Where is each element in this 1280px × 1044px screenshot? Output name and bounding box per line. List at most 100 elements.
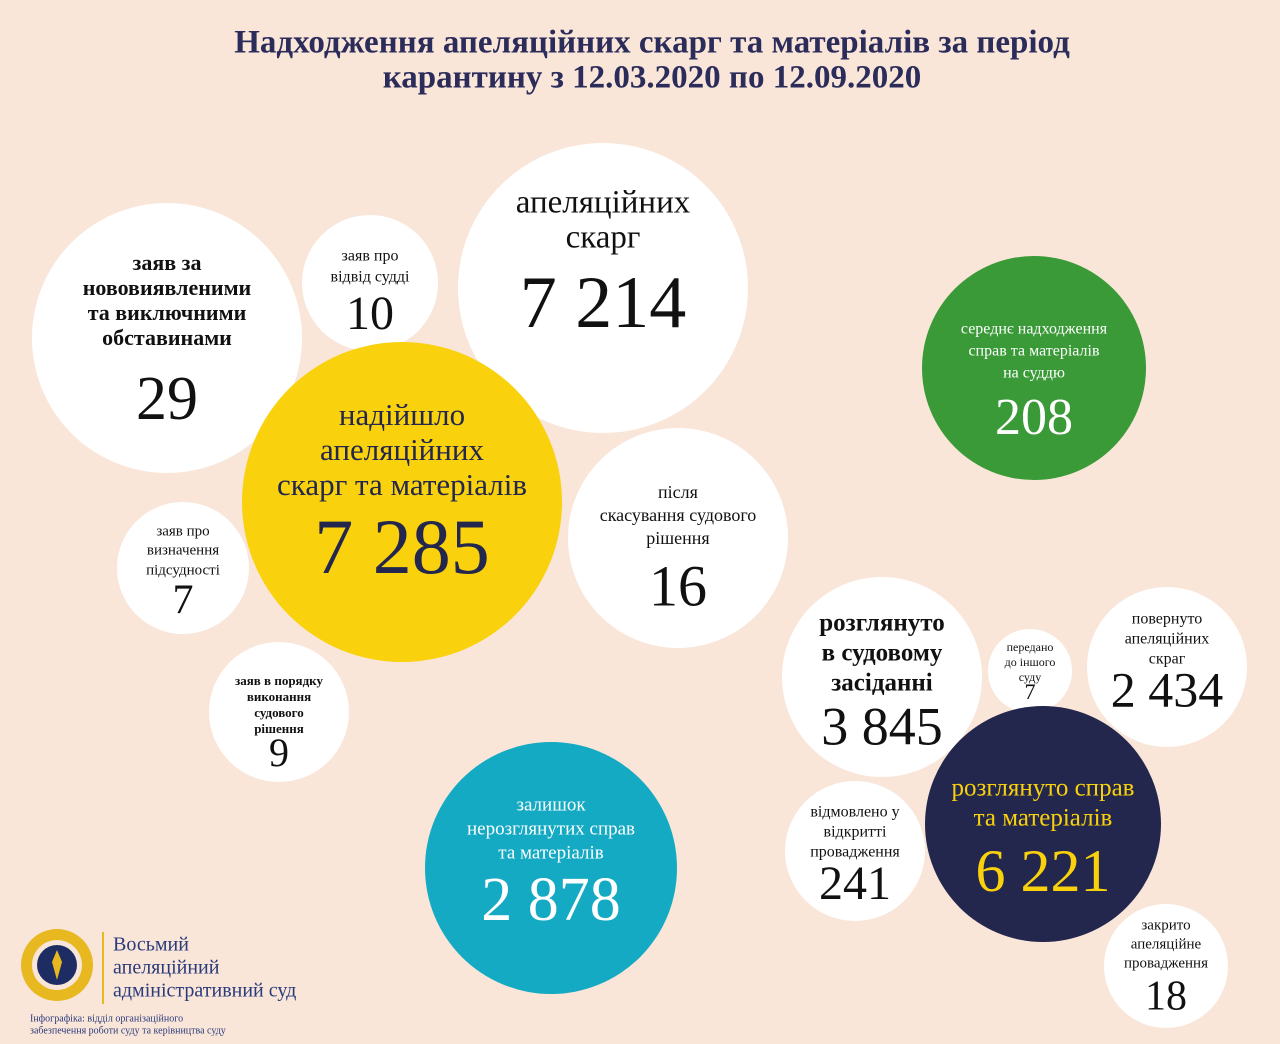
bubble-label: до іншого <box>1005 655 1056 669</box>
title: Надходження апеляційних скарг та матеріа… <box>234 25 1070 61</box>
bubble-label: рішення <box>254 721 304 736</box>
court-name: Восьмий <box>113 934 189 956</box>
bubble-circle <box>302 215 438 351</box>
bubble-value: 18 <box>1145 974 1187 1020</box>
bubble-circle <box>458 143 748 433</box>
bubble: розглянуто справ та матеріалів 6 221 <box>925 706 1161 942</box>
bubble-circle <box>925 706 1161 942</box>
bubble-label: засіданні <box>831 670 933 697</box>
bubble: залишок нерозглянутих справ та матеріалів 2… <box>425 742 677 994</box>
bubble-label: підсудності <box>146 562 220 578</box>
title: карантину з 12.03.2020 по 12.09.2020 <box>383 60 921 96</box>
bubble-circle <box>782 577 982 777</box>
bubble-label: скарг та матеріалів <box>277 467 527 502</box>
bubble-value: 241 <box>819 857 891 910</box>
bubble-label: заяв про <box>156 523 209 539</box>
bubble-value: 29 <box>136 365 198 433</box>
bubble-value: 2 878 <box>481 866 621 934</box>
bubble: середнє надходження справ та матеріалів на… <box>922 256 1146 480</box>
bubble-circle <box>1087 587 1247 747</box>
bubble-circle <box>425 742 677 994</box>
bubble-label: відмовлено у <box>810 804 899 821</box>
bubble-label: залишок <box>516 794 586 815</box>
bubble-value: 7 <box>1025 679 1036 704</box>
bubble-label: апеляційне <box>1131 936 1202 952</box>
court-name: апеляційний <box>113 957 220 979</box>
bubble-value: 7 285 <box>314 503 490 590</box>
bubble-circle <box>117 502 249 634</box>
bubble-label: скарг <box>566 220 641 256</box>
bubble-label: заяв за <box>133 250 202 275</box>
bubble-value: 2 434 <box>1111 661 1224 717</box>
bubble-label: провадження <box>1124 955 1208 971</box>
bubble-label: апеляційних <box>320 432 484 467</box>
bubble-label: скраг <box>1149 651 1186 668</box>
logo-trident <box>52 950 62 980</box>
bubble-label: заяв про <box>342 248 399 265</box>
bubble-label: скасування судового <box>600 505 757 525</box>
bubble-label: та виключними <box>88 300 247 325</box>
bubble-label: заяв в порядку <box>235 673 323 688</box>
bubble-circle <box>1104 904 1228 1028</box>
bubble-value: 7 <box>173 578 194 624</box>
bubble-label: виконання <box>247 689 311 704</box>
bubble-circle <box>922 256 1146 480</box>
bubble: закрито апеляційне провадження 18 <box>1104 904 1228 1028</box>
bubble-value: 7 214 <box>520 262 687 344</box>
bubble-label: на суддю <box>1003 365 1065 382</box>
bubble-value: 9 <box>269 730 289 775</box>
bubble-value: 6 221 <box>976 838 1111 904</box>
bubble-label: провадження <box>810 844 900 861</box>
bubble-value: 10 <box>346 287 394 340</box>
bubble-label: розглянуто справ <box>952 775 1135 802</box>
bubble-label: після <box>658 482 698 502</box>
bubble-label: розглянуто <box>819 610 944 637</box>
bubble-label: визначення <box>147 542 219 558</box>
bubble-label: справ та матеріалів <box>968 343 1100 360</box>
bubble: після скасування судового рішення 16 <box>568 428 788 648</box>
bubble-value: 208 <box>995 389 1073 446</box>
bubble-label: суду <box>1019 670 1042 684</box>
bubble-value: 3 845 <box>821 696 943 756</box>
credit: забезпечення роботи суду та керівництва … <box>30 1025 226 1036</box>
bubble-circle <box>568 428 788 648</box>
bubble-label: відвід судді <box>331 269 410 286</box>
bubble-label: судового <box>254 705 304 720</box>
bubble-label: передано <box>1007 640 1054 654</box>
bubble-circle <box>209 642 349 782</box>
bubble-circle <box>32 203 302 473</box>
bubble-label: середнє надходження <box>961 321 1108 338</box>
bubble-label: апеляційних <box>1125 631 1210 648</box>
bubble-label: повернуто <box>1132 611 1202 628</box>
court-name: адміністративний суд <box>113 980 296 1002</box>
bubble-label: нерозглянутих справ <box>467 818 635 839</box>
logo <box>21 929 104 1004</box>
bubble-label: обставинами <box>102 325 232 350</box>
bubble-label: та матеріалів <box>974 805 1113 832</box>
bubble-label: та матеріалів <box>498 842 603 863</box>
credit: Інфографіка: відділ організаційного <box>30 1013 183 1024</box>
bubble-circle <box>988 629 1072 713</box>
bubble-label: закрито <box>1141 917 1190 933</box>
bubble-label: відкритті <box>824 824 887 841</box>
bubble-circle <box>785 781 925 921</box>
bubble-label: надійшло <box>339 397 465 432</box>
bubble-label: нововиявленими <box>83 275 252 300</box>
bubble-circle <box>242 342 562 662</box>
bubble-label: рішення <box>646 528 709 548</box>
bubble-value: 16 <box>649 553 707 618</box>
bubble-label: апеляційних <box>516 185 691 221</box>
